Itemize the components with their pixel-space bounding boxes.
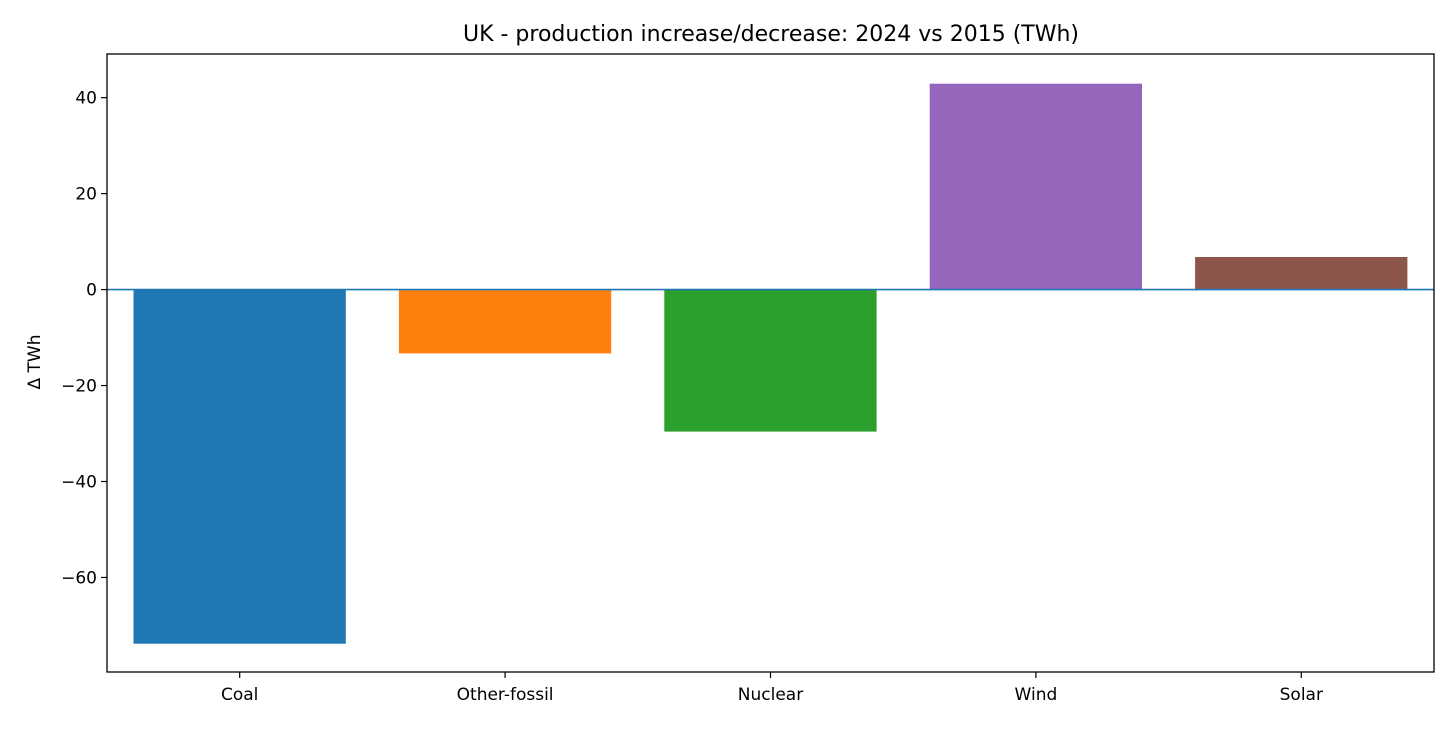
- plot-area: 40 20 0 −20 −40 −60 Coal Other-fossil Nuclear Win…: [61, 53, 1435, 705]
- y-tick-label: −20: [61, 377, 97, 397]
- x-tick-label: Solar: [1280, 685, 1323, 705]
- bar-wind: [929, 83, 1142, 290]
- bar-other-fossil: [398, 289, 612, 354]
- x-tick-label: Nuclear: [738, 685, 803, 705]
- x-tick-label: Wind: [1015, 685, 1058, 705]
- x-tick-label: Coal: [221, 685, 258, 705]
- y-tick-label: 40: [75, 89, 97, 109]
- y-tick-label: −60: [61, 568, 97, 588]
- y-tick-label: 0: [86, 281, 97, 301]
- bar-solar: [1195, 257, 1408, 290]
- y-axis-label: Δ TWh: [25, 334, 45, 389]
- x-tick-label: Other-fossil: [457, 685, 554, 705]
- bar-coal: [133, 289, 346, 644]
- bar-nuclear: [664, 289, 877, 432]
- y-tick-label: 20: [75, 185, 97, 205]
- chart-title: UK - production increase/decrease: 2024 …: [463, 22, 1079, 47]
- y-tick-label: −40: [61, 473, 97, 493]
